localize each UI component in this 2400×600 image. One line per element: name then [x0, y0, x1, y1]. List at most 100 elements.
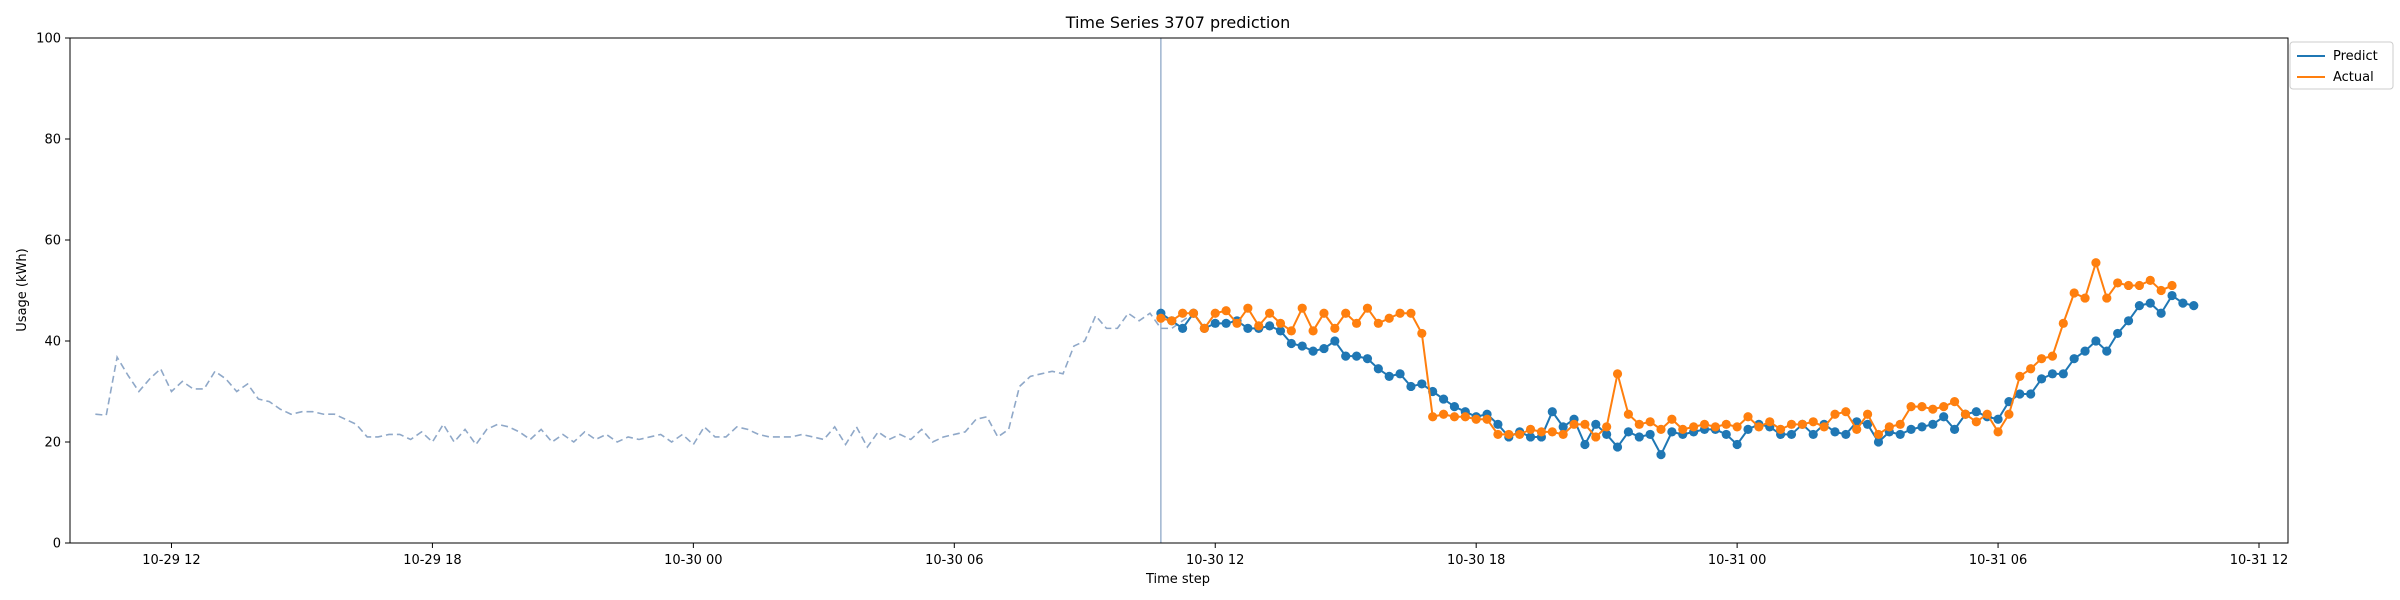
data-point-actual — [1939, 402, 1949, 412]
data-point-predict — [1210, 318, 1220, 328]
data-point-actual — [1569, 419, 1579, 429]
data-point-predict — [1830, 427, 1840, 437]
data-point-actual — [1873, 429, 1884, 440]
data-point-actual — [1993, 427, 2003, 437]
data-point-actual — [1156, 313, 1166, 323]
y-tick-label: 60 — [44, 234, 61, 249]
data-point-predict — [2080, 346, 2090, 356]
data-point-actual — [2069, 288, 2079, 298]
y-tick-label: 40 — [44, 335, 61, 350]
data-point-predict — [1558, 422, 1568, 432]
data-point-actual — [2004, 409, 2014, 419]
x-tick-label: 10-31 06 — [1969, 553, 2027, 568]
data-point-actual — [1634, 419, 1644, 429]
data-point-actual — [1384, 313, 1394, 323]
data-point-predict — [1243, 323, 1253, 333]
data-point-actual — [1721, 419, 1731, 429]
data-point-actual — [1776, 424, 1786, 434]
data-point-actual — [2123, 280, 2134, 291]
data-point-actual — [1525, 424, 1536, 434]
data-point-predict — [1656, 450, 1666, 460]
data-point-predict — [1417, 379, 1427, 389]
data-point-actual — [1210, 308, 1220, 318]
data-point-predict — [1906, 424, 1916, 434]
data-point-actual — [2058, 318, 2068, 328]
x-tick-label: 10-30 18 — [1447, 553, 1505, 568]
data-point-actual — [1862, 409, 1873, 419]
data-point-predict — [1667, 427, 1677, 437]
history-line — [95, 312, 1194, 449]
data-point-predict — [1525, 432, 1536, 442]
data-point-actual — [1395, 308, 1405, 318]
data-point-actual — [1819, 422, 1829, 432]
x-tick-label: 10-31 12 — [2230, 553, 2288, 568]
data-point-predict — [1384, 371, 1394, 381]
data-point-actual — [2102, 293, 2112, 303]
y-tick-label: 20 — [44, 436, 61, 451]
data-point-actual — [1558, 429, 1568, 440]
data-point-actual — [1754, 422, 1764, 432]
data-point-predict — [1221, 318, 1231, 328]
data-point-actual — [1362, 303, 1373, 313]
data-point-predict — [2145, 298, 2155, 308]
x-tick-label: 10-30 12 — [1186, 553, 1244, 568]
data-point-predict — [1732, 439, 1742, 450]
data-point-predict — [1178, 323, 1188, 333]
data-point-actual — [1602, 422, 1612, 432]
data-point-predict — [1971, 407, 1981, 417]
data-point-actual — [1547, 427, 1557, 437]
data-point-actual — [1275, 318, 1286, 328]
data-point-actual — [1656, 424, 1666, 434]
data-point-actual — [1797, 419, 1807, 429]
y-tick-label: 100 — [36, 32, 61, 47]
x-tick-label: 10-30 06 — [925, 553, 983, 568]
data-point-predict — [2047, 369, 2058, 379]
x-tick-label: 10-29 12 — [142, 553, 200, 568]
y-tick-label: 80 — [44, 133, 61, 148]
data-point-predict — [1547, 407, 1557, 417]
data-point-predict — [1634, 432, 1644, 442]
data-point-predict — [1319, 343, 1329, 354]
data-point-predict — [1265, 321, 1275, 331]
data-point-actual — [1438, 409, 1449, 419]
data-point-actual — [1699, 419, 1710, 429]
data-point-actual — [1732, 422, 1742, 432]
data-point-predict — [2123, 316, 2134, 326]
x-tick-label: 10-29 18 — [403, 553, 461, 568]
data-point-predict — [1591, 419, 1601, 429]
data-point-actual — [1482, 414, 1492, 424]
data-point-predict — [1895, 429, 1905, 440]
data-point-actual — [1982, 409, 1992, 419]
data-point-actual — [2134, 280, 2145, 291]
data-point-actual — [1286, 326, 1296, 336]
data-point-actual — [1460, 412, 1470, 422]
data-point-actual — [1949, 397, 1960, 407]
data-point-actual — [2167, 280, 2177, 291]
data-point-actual — [1351, 318, 1362, 328]
data-point-predict — [2102, 346, 2112, 356]
data-point-actual — [1330, 323, 1340, 333]
data-point-actual — [1232, 318, 1242, 328]
data-point-actual — [1667, 414, 1677, 424]
data-point-actual — [1884, 422, 1894, 432]
data-point-actual — [1960, 409, 1971, 419]
data-point-actual — [2036, 354, 2047, 364]
data-point-predict — [1873, 437, 1884, 447]
legend: Predict Actual — [2289, 41, 2394, 90]
data-point-actual — [1308, 326, 1318, 336]
data-point-predict — [1862, 419, 1873, 429]
x-tick-label: 10-30 00 — [664, 553, 722, 568]
data-point-actual — [1428, 412, 1438, 422]
data-point-actual — [1319, 308, 1329, 318]
data-point-predict — [2156, 308, 2166, 318]
data-point-actual — [1906, 402, 1916, 412]
data-point-actual — [1971, 417, 1981, 427]
data-point-actual — [1580, 419, 1590, 429]
data-point-actual — [1536, 427, 1547, 437]
data-point-predict — [1406, 381, 1416, 392]
x-axis-label: Time step — [1145, 572, 1210, 587]
x-tick-label: 10-31 00 — [1708, 553, 1766, 568]
data-point-predict — [1949, 424, 1960, 434]
data-point-actual — [2015, 371, 2025, 381]
data-point-actual — [1493, 429, 1503, 440]
